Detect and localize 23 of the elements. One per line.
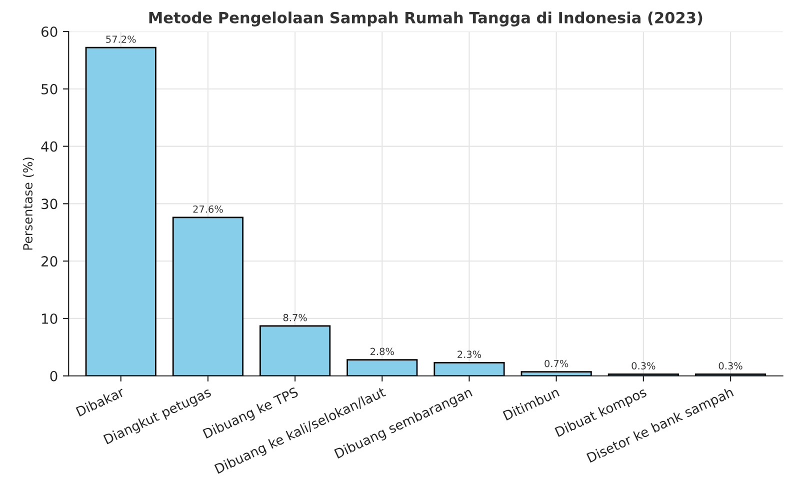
y-tick-label: 20 <box>42 256 58 267</box>
data-label: 0.3% <box>632 362 656 370</box>
y-tick-label: 0 <box>50 370 58 382</box>
y-tick-label: 50 <box>42 84 58 94</box>
data-label: 0.7% <box>544 360 568 368</box>
bar <box>434 362 505 376</box>
y-tick-label: 60 <box>41 26 58 37</box>
bar <box>260 325 331 376</box>
data-label: 2.8% <box>370 348 394 356</box>
bar <box>346 359 418 376</box>
data-label: 8.7% <box>283 314 307 322</box>
bar <box>520 371 592 376</box>
data-label: 57.2% <box>106 36 136 43</box>
chart-title: Metode Pengelolaan Sampah Rumah Tangga di Indonesia (2023) <box>149 12 702 26</box>
y-tick-label: 40 <box>41 141 58 152</box>
data-label: 0.3% <box>718 362 742 370</box>
y-tick-label: 10 <box>42 313 58 324</box>
data-label: 2.3% <box>458 350 482 358</box>
bar <box>85 46 156 376</box>
data-label: 27.6% <box>193 205 223 213</box>
y-axis-title: Persentase (%) <box>22 158 34 250</box>
bar <box>172 216 244 376</box>
y-tick-label: 30 <box>42 198 58 210</box>
